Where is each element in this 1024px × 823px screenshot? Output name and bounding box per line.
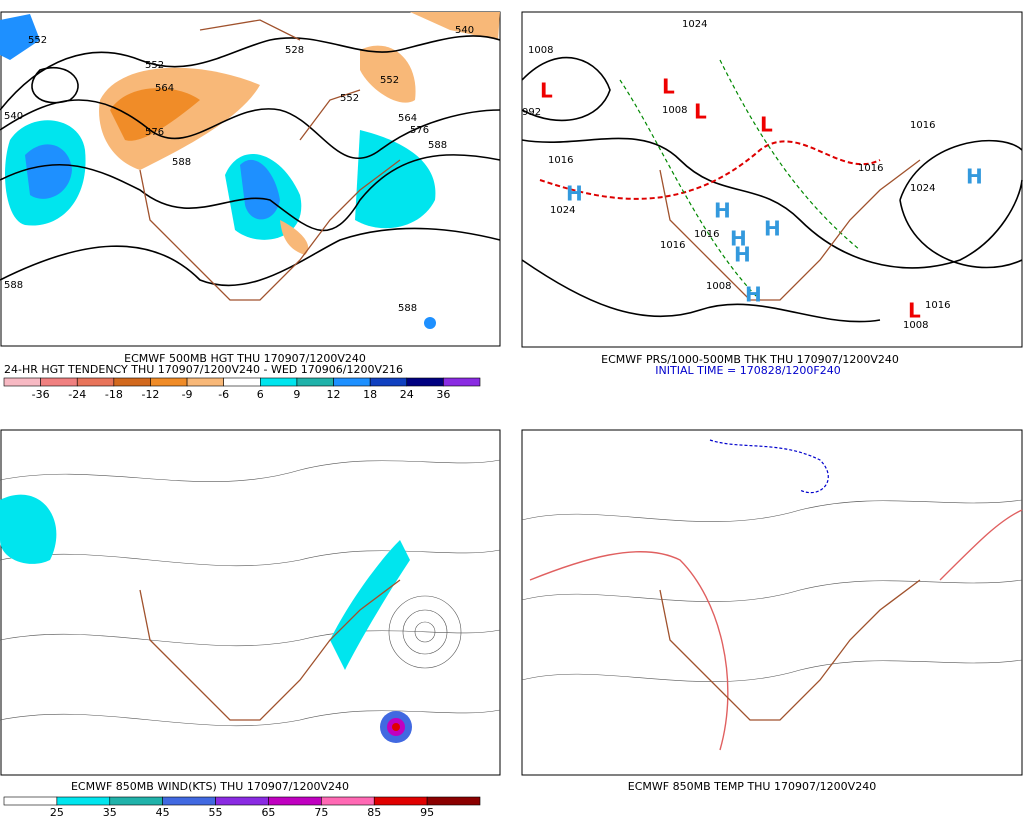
colorbar-label: 35: [103, 806, 117, 819]
colorbar-swatch: [321, 796, 375, 806]
colorbar-swatch: [296, 377, 334, 387]
low-symbol: L: [540, 79, 553, 103]
map-frame: [521, 429, 1023, 776]
colorbar-swatch: [113, 377, 151, 387]
colorbar-swatch: [40, 377, 78, 387]
colorbar-swatch: [426, 796, 481, 806]
caption: 24-HR HGT TENDENCY THU 170907/1200V240 -…: [4, 363, 403, 376]
contour-label: 588: [172, 157, 191, 168]
contour-label: 1008: [662, 105, 687, 116]
contour-label: 588: [428, 140, 447, 151]
coastline: [139, 19, 401, 301]
colorbar-swatch: [260, 377, 298, 387]
contour-label: 552: [28, 35, 47, 46]
height-contours: [0, 35, 501, 287]
contour-label: 1008: [903, 320, 928, 331]
caption: ECMWF 850MB TEMP THU 170907/1200V240: [628, 780, 876, 793]
colorbar-label: -9: [182, 388, 193, 401]
colorbar-swatch: [333, 377, 371, 387]
colorbar-label: 24: [400, 388, 414, 401]
contour-label: 1024: [682, 19, 707, 30]
colorbar-swatch: [268, 796, 322, 806]
contour-label: 552: [340, 93, 359, 104]
colorbar-swatch: [76, 377, 115, 387]
colorbar-label: 65: [261, 806, 275, 819]
contour-label: 552: [380, 75, 399, 86]
high-symbol: H: [566, 182, 583, 206]
colorbar-label: 45: [156, 806, 170, 819]
colorbar-swatch: [443, 377, 481, 387]
contour-label: 540: [4, 111, 23, 122]
contour-label: 552: [145, 60, 164, 71]
contour-label: 1016: [660, 240, 685, 251]
colorbar-swatch: [3, 377, 41, 387]
colorbar-label: 12: [327, 388, 341, 401]
colorbar-swatch: [150, 377, 188, 387]
contour-label: 588: [398, 303, 417, 314]
colorbar-swatch: [215, 796, 269, 806]
colorbar-label: 85: [367, 806, 381, 819]
caption: ECMWF PRS/1000-500MB THK THU 170907/1200…: [601, 353, 899, 366]
low-symbol: L: [908, 299, 921, 323]
caption: ECMWF 850MB WIND(KTS) THU 170907/1200V24…: [71, 780, 349, 793]
low-symbol: L: [760, 113, 773, 137]
colorbar-label: 25: [50, 806, 64, 819]
colorbar-label: -6: [218, 388, 229, 401]
map-frame: [0, 429, 501, 776]
high-symbol: H: [714, 199, 731, 223]
contour-label: 576: [410, 125, 429, 136]
colorbar-label: -36: [32, 388, 50, 401]
contour-label: 1008: [706, 281, 731, 292]
colorbar-label: 6: [257, 388, 264, 401]
wind-streamlines: [0, 459, 501, 743]
colorbar-swatch: [369, 377, 408, 387]
colorbar-label: -12: [141, 388, 159, 401]
colorbar-swatch: [56, 796, 111, 806]
contour-label: 528: [285, 45, 304, 56]
colorbar-label: -18: [105, 388, 123, 401]
colorbar-label: -24: [68, 388, 86, 401]
colorbar-swatch: [162, 796, 216, 806]
colorbar-label: 55: [209, 806, 223, 819]
contour-label: 1008: [528, 45, 553, 56]
colorbar-swatch: [3, 796, 58, 806]
map-frame: [521, 11, 1023, 348]
high-symbol: H: [745, 283, 762, 307]
pressure-contours: [521, 56, 1023, 323]
contour-label: 992: [522, 107, 541, 118]
colorbar-swatch: [109, 796, 163, 806]
colorbar-swatch: [373, 796, 428, 806]
low-symbol: L: [694, 100, 707, 124]
high-symbol: H: [966, 165, 983, 189]
contour-label: 588: [4, 280, 23, 291]
contour-label: 576: [145, 127, 164, 138]
colorbar-label: 36: [436, 388, 450, 401]
contour-label: 1016: [925, 300, 950, 311]
contour-label: 1024: [550, 205, 575, 216]
contour-label: 564: [155, 83, 174, 94]
high-symbol: H: [734, 243, 751, 267]
colorbar-swatch: [406, 377, 444, 387]
low-symbol: L: [662, 75, 675, 99]
colorbar-label: 95: [420, 806, 434, 819]
colorbar-swatch: [186, 377, 224, 387]
colorbar-label: 18: [363, 388, 377, 401]
high-symbol: H: [730, 227, 747, 251]
contour-label: 564: [398, 113, 417, 124]
temperature-contours: [521, 439, 1023, 751]
height-tendency-shading: [0, 12, 500, 329]
contour-label: 1024: [910, 183, 935, 194]
high-symbol: H: [764, 217, 781, 241]
contour-label: 540: [455, 25, 474, 36]
contour-label: 1016: [694, 229, 719, 240]
contour-label: 1016: [548, 155, 573, 166]
colorbar-label: 75: [314, 806, 328, 819]
contour-label: 1016: [910, 120, 935, 131]
colorbar-swatch: [223, 377, 261, 387]
caption: ECMWF 500MB HGT THU 170907/1200V240: [124, 352, 366, 365]
contour-label: 1016: [858, 163, 883, 174]
initial-time: INITIAL TIME = 170828/1200F240: [655, 364, 840, 377]
colorbar-label: 9: [293, 388, 300, 401]
